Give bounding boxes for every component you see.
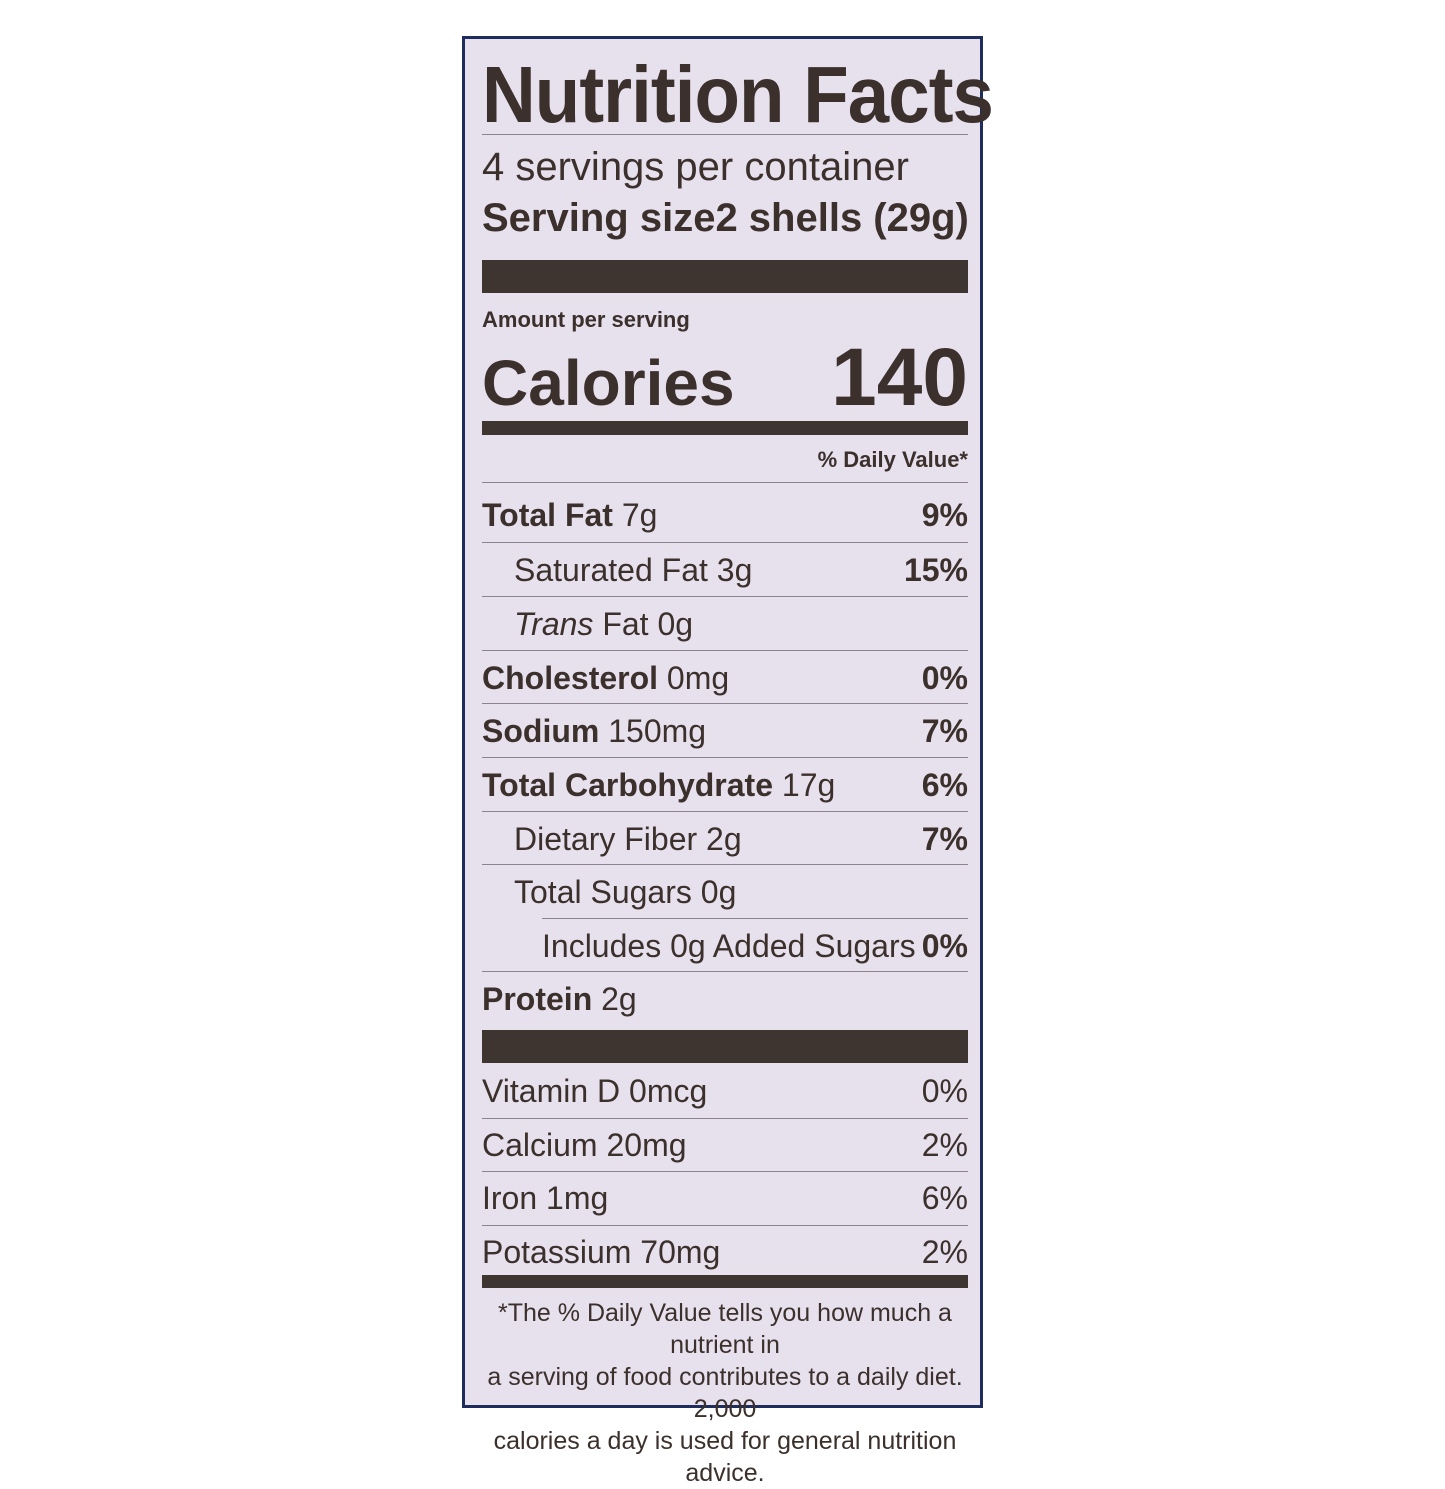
- nutrient-row-total-carbohydrate: Total Carbohydrate 17g 6%: [482, 766, 968, 803]
- amount-per-serving: Amount per serving: [482, 307, 690, 332]
- servings-per-container: 4 servings per container: [482, 145, 909, 189]
- thick-divider: [482, 260, 968, 293]
- vitamin-row-vitamin-d: Vitamin D 0mcg 0%: [482, 1072, 968, 1109]
- nutrient-row-cholesterol: Cholesterol 0mg 0%: [482, 659, 968, 696]
- medium-divider: [482, 421, 968, 435]
- nutrient-row-trans-fat: Trans Fat 0g: [514, 605, 694, 642]
- nutrient-row-dietary-fiber: Dietary Fiber 2g 7%: [514, 820, 968, 857]
- nutrient-row-total-fat: Total Fat 7g 9%: [482, 496, 968, 533]
- serving-size-value: 2 shells (29g): [715, 196, 969, 240]
- nutrient-row-protein: Protein 2g: [482, 980, 637, 1017]
- vitamin-row-iron: Iron 1mg 6%: [482, 1179, 968, 1216]
- footnote: *The % Daily Value tells you how much a …: [487, 1299, 963, 1487]
- daily-value-header: % Daily Value*: [817, 447, 968, 472]
- calories-row: Calories 140: [482, 331, 968, 425]
- serving-size: Serving size 2 shells (29g): [482, 195, 969, 241]
- medium-divider: [482, 1275, 968, 1288]
- nutrient-row-total-sugars: Total Sugars 0g: [514, 873, 737, 910]
- calories-label: Calories: [482, 347, 735, 419]
- nutrient-row-added-sugars: Includes 0g Added Sugars 0%: [542, 927, 968, 964]
- vitamin-row-potassium: Potassium 70mg 2%: [482, 1233, 968, 1270]
- thick-divider: [482, 1030, 968, 1063]
- nutrient-row-sodium: Sodium 150mg 7%: [482, 712, 968, 749]
- serving-size-label: Serving size: [482, 196, 716, 240]
- nutrient-row-saturated-fat: Saturated Fat 3g 15%: [514, 551, 968, 588]
- divider: [482, 134, 968, 135]
- divider: [482, 482, 968, 483]
- vitamin-row-calcium: Calcium 20mg 2%: [482, 1126, 968, 1163]
- calories-value: 140: [831, 332, 968, 423]
- nutrition-facts-label: Nutrition Facts 4 servings per container…: [462, 36, 994, 1487]
- label-title: Nutrition Facts: [482, 50, 994, 139]
